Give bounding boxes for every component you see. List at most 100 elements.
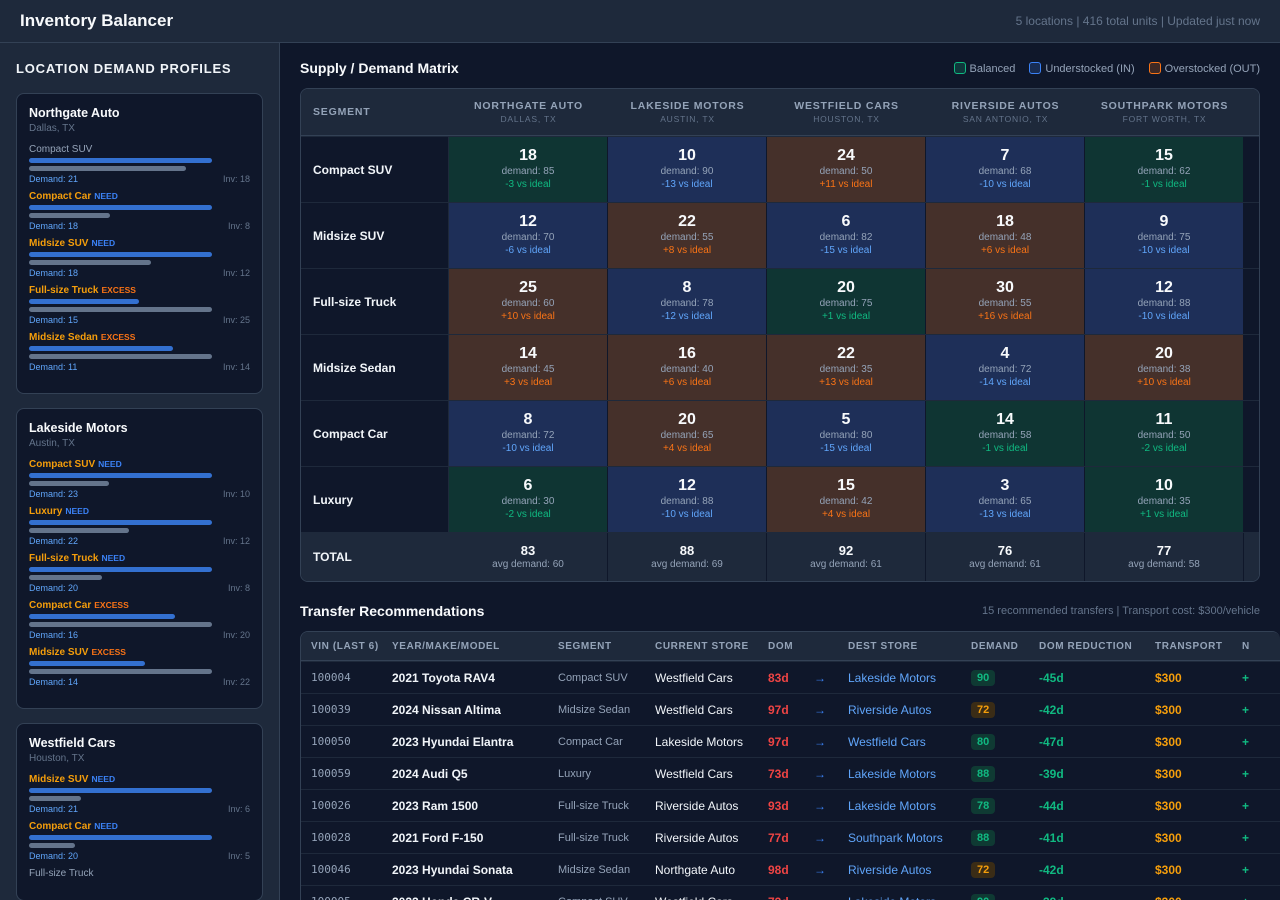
net-benefit: + <box>1242 734 1250 749</box>
matrix-cell[interactable]: 20 demand: 75 +1 vs ideal <box>767 269 926 334</box>
matrix-cell[interactable]: 12 demand: 70 -6 vs ideal <box>449 203 608 268</box>
cell-inventory: 8 <box>682 279 692 296</box>
cell-demand: demand: 65 <box>978 496 1032 507</box>
column-header[interactable]: SEGMENT <box>558 640 612 652</box>
dest-store[interactable]: Riverside Autos <box>848 702 932 717</box>
matrix-cell[interactable]: 15 demand: 42 +4 vs ideal <box>767 467 926 532</box>
matrix-cell[interactable]: 22 demand: 35 +13 vs ideal <box>767 335 926 400</box>
dom-reduction: -42d <box>1039 702 1064 717</box>
segment-name: Compact SUV <box>29 459 96 470</box>
transfer-row[interactable]: 100050 2023 Hyundai Elantra Compact Car Lak… <box>301 725 1280 757</box>
inventory-value: Inv: 6 <box>227 804 250 814</box>
dest-store[interactable]: Lakeside Motors <box>848 766 937 781</box>
demand-score: 88 <box>971 765 1039 782</box>
cell-demand: demand: 60 <box>501 298 555 309</box>
dom-reduction: -45d <box>1039 670 1064 685</box>
matrix-cell[interactable]: 18 demand: 85 -3 vs ideal <box>449 137 608 202</box>
cell-inventory: 11 <box>1155 411 1173 428</box>
transfer-row[interactable]: 100046 2023 Hyundai Sonata Midsize Sedan No… <box>301 853 1280 885</box>
matrix-cell[interactable]: 10 demand: 90 -13 vs ideal <box>608 137 767 202</box>
dest-store[interactable]: Lakeside Motors <box>848 670 937 685</box>
current-store: Riverside Autos <box>655 798 739 813</box>
cell-inventory: 22 <box>837 345 855 362</box>
dest-store[interactable]: Southpark Motors <box>848 830 943 845</box>
matrix-cell[interactable]: 12 demand: 88 -10 vs ideal <box>608 467 767 532</box>
matrix-cell[interactable]: 25 demand: 60 +10 vs ideal <box>449 269 608 334</box>
matrix-cell[interactable]: 12 demand: 88 -10 vs ideal <box>1085 269 1244 334</box>
total-label: TOTAL <box>301 533 449 581</box>
matrix-cell[interactable]: 30 demand: 55 +16 vs ideal <box>926 269 1085 334</box>
transfer-row[interactable]: 100039 2024 Nissan Altima Midsize Sedan Wes… <box>301 693 1280 725</box>
segment-footer: Demand: 18 Inv: 8 <box>29 221 250 231</box>
transfer-row[interactable]: 100026 2023 Ram 1500 Full-size Truck Rivers… <box>301 789 1280 821</box>
column-header[interactable]: DEMAND <box>971 640 1019 652</box>
demand-badge: 88 <box>971 765 996 782</box>
column-header[interactable]: N <box>1242 640 1250 652</box>
transfer-row[interactable]: 100004 2021 Toyota RAV4 Compact SUV Westfie… <box>301 661 1280 693</box>
matrix-cell[interactable]: 24 demand: 50 +11 vs ideal <box>767 137 926 202</box>
sidebar: LOCATION DEMAND PROFILES Northgate Auto D… <box>0 43 280 900</box>
column-header[interactable]: VIN (LAST 6) <box>311 640 379 652</box>
matrix-cell[interactable]: 5 demand: 80 -15 vs ideal <box>767 401 926 466</box>
dest-store[interactable]: Riverside Autos <box>848 862 932 877</box>
matrix-cell[interactable]: 11 demand: 50 -2 vs ideal <box>1085 401 1244 466</box>
matrix-cell[interactable]: 20 demand: 38 +10 vs ideal <box>1085 335 1244 400</box>
location-card[interactable]: Northgate Auto Dallas, TX Compact SUV Deman… <box>16 93 263 394</box>
matrix-cell[interactable]: 22 demand: 55 +8 vs ideal <box>608 203 767 268</box>
segment-label: Compact SUV <box>29 144 250 155</box>
cell-diff: -13 vs ideal <box>979 509 1031 520</box>
matrix-cell[interactable]: 6 demand: 30 -2 vs ideal <box>449 467 608 532</box>
cell-diff: +11 vs ideal <box>819 179 873 190</box>
cell-demand: demand: 78 <box>660 298 714 309</box>
demand-value: Demand: 11 <box>29 362 78 372</box>
demand-value: Demand: 15 <box>29 315 79 325</box>
location-card[interactable]: Lakeside Motors Austin, TX Compact SUV NEED… <box>16 408 263 709</box>
transfer-row[interactable]: 100059 2024 Audi Q5 Luxury Westfield Cars 73… <box>301 757 1280 789</box>
matrix-cell[interactable]: 4 demand: 72 -14 vs ideal <box>926 335 1085 400</box>
matrix-cell[interactable]: 18 demand: 48 +6 vs ideal <box>926 203 1085 268</box>
dest-store[interactable]: Lakeside Motors <box>848 798 937 813</box>
demand-bar <box>29 299 139 304</box>
matrix-cell[interactable]: 20 demand: 65 +4 vs ideal <box>608 401 767 466</box>
column-header[interactable]: CURRENT STORE <box>655 640 749 652</box>
column-header[interactable]: DOM <box>768 640 794 652</box>
matrix-cell[interactable]: 14 demand: 45 +3 vs ideal <box>449 335 608 400</box>
column-header[interactable]: DOM REDUCTION <box>1039 640 1133 652</box>
matrix-cell[interactable]: 7 demand: 68 -10 vs ideal <box>926 137 1085 202</box>
column-header[interactable]: TRANSPORT <box>1155 640 1223 652</box>
column-header[interactable]: YEAR/MAKE/MODEL <box>392 640 500 652</box>
dest-store[interactable]: Westfield Cars <box>848 734 926 749</box>
segment-footer: Demand: 20 Inv: 5 <box>29 851 250 861</box>
column-store-name: SOUTHPARK MOTORS <box>1100 100 1229 112</box>
transfer-row[interactable]: 100028 2021 Ford F-150 Full-size Truck Rive… <box>301 821 1280 853</box>
demand-value: Demand: 18 <box>29 221 79 231</box>
matrix-cell[interactable]: 8 demand: 72 -10 vs ideal <box>449 401 608 466</box>
matrix-cell[interactable]: 8 demand: 78 -12 vs ideal <box>608 269 767 334</box>
row-segment-label: Compact Car <box>301 401 449 466</box>
location-card[interactable]: Westfield Cars Houston, TX Midsize SUV NEED… <box>16 723 263 900</box>
matrix-cell[interactable]: 6 demand: 82 -15 vs ideal <box>767 203 926 268</box>
cell-diff: -1 vs ideal <box>1141 179 1187 190</box>
matrix-cell[interactable]: 3 demand: 65 -13 vs ideal <box>926 467 1085 532</box>
transfers-stats: 15 recommended transfers | Transport cos… <box>982 605 1260 617</box>
column-header[interactable]: DEST STORE <box>848 640 918 652</box>
segment-profile: Midsize SUV EXCESS Demand: 14 Inv: 22 <box>29 647 250 687</box>
dest-store[interactable]: Lakeside Motors <box>848 895 971 900</box>
sidebar-title: LOCATION DEMAND PROFILES <box>16 61 232 76</box>
segment: Compact SUV <box>558 896 655 900</box>
model: 2022 Honda CR-V <box>392 895 558 900</box>
matrix-cell[interactable]: 10 demand: 35 +1 vs ideal <box>1085 467 1244 532</box>
matrix-cell[interactable]: 14 demand: 58 -1 vs ideal <box>926 401 1085 466</box>
legend-item-understocked: Understocked (IN) <box>1029 61 1135 75</box>
cell-demand: demand: 75 <box>1137 232 1191 243</box>
cell-inventory: 24 <box>837 147 855 164</box>
transfer-row[interactable]: 1000052022 Honda CR-VCompact SUVWestfiel… <box>301 885 1280 900</box>
segment-tag: NEED <box>101 553 126 563</box>
matrix-cell[interactable]: 15 demand: 62 -1 vs ideal <box>1085 137 1244 202</box>
total-avg-demand: avg demand: 58 <box>1128 559 1200 570</box>
matrix-cell[interactable]: 16 demand: 40 +6 vs ideal <box>608 335 767 400</box>
arrow-right-icon: → <box>814 702 826 717</box>
segment-name: Midsize SUV <box>29 238 89 249</box>
matrix-row: Compact SUV 18 demand: 85 -3 vs ideal 10 dema… <box>301 136 1259 202</box>
matrix-cell[interactable]: 9 demand: 75 -10 vs ideal <box>1085 203 1244 268</box>
